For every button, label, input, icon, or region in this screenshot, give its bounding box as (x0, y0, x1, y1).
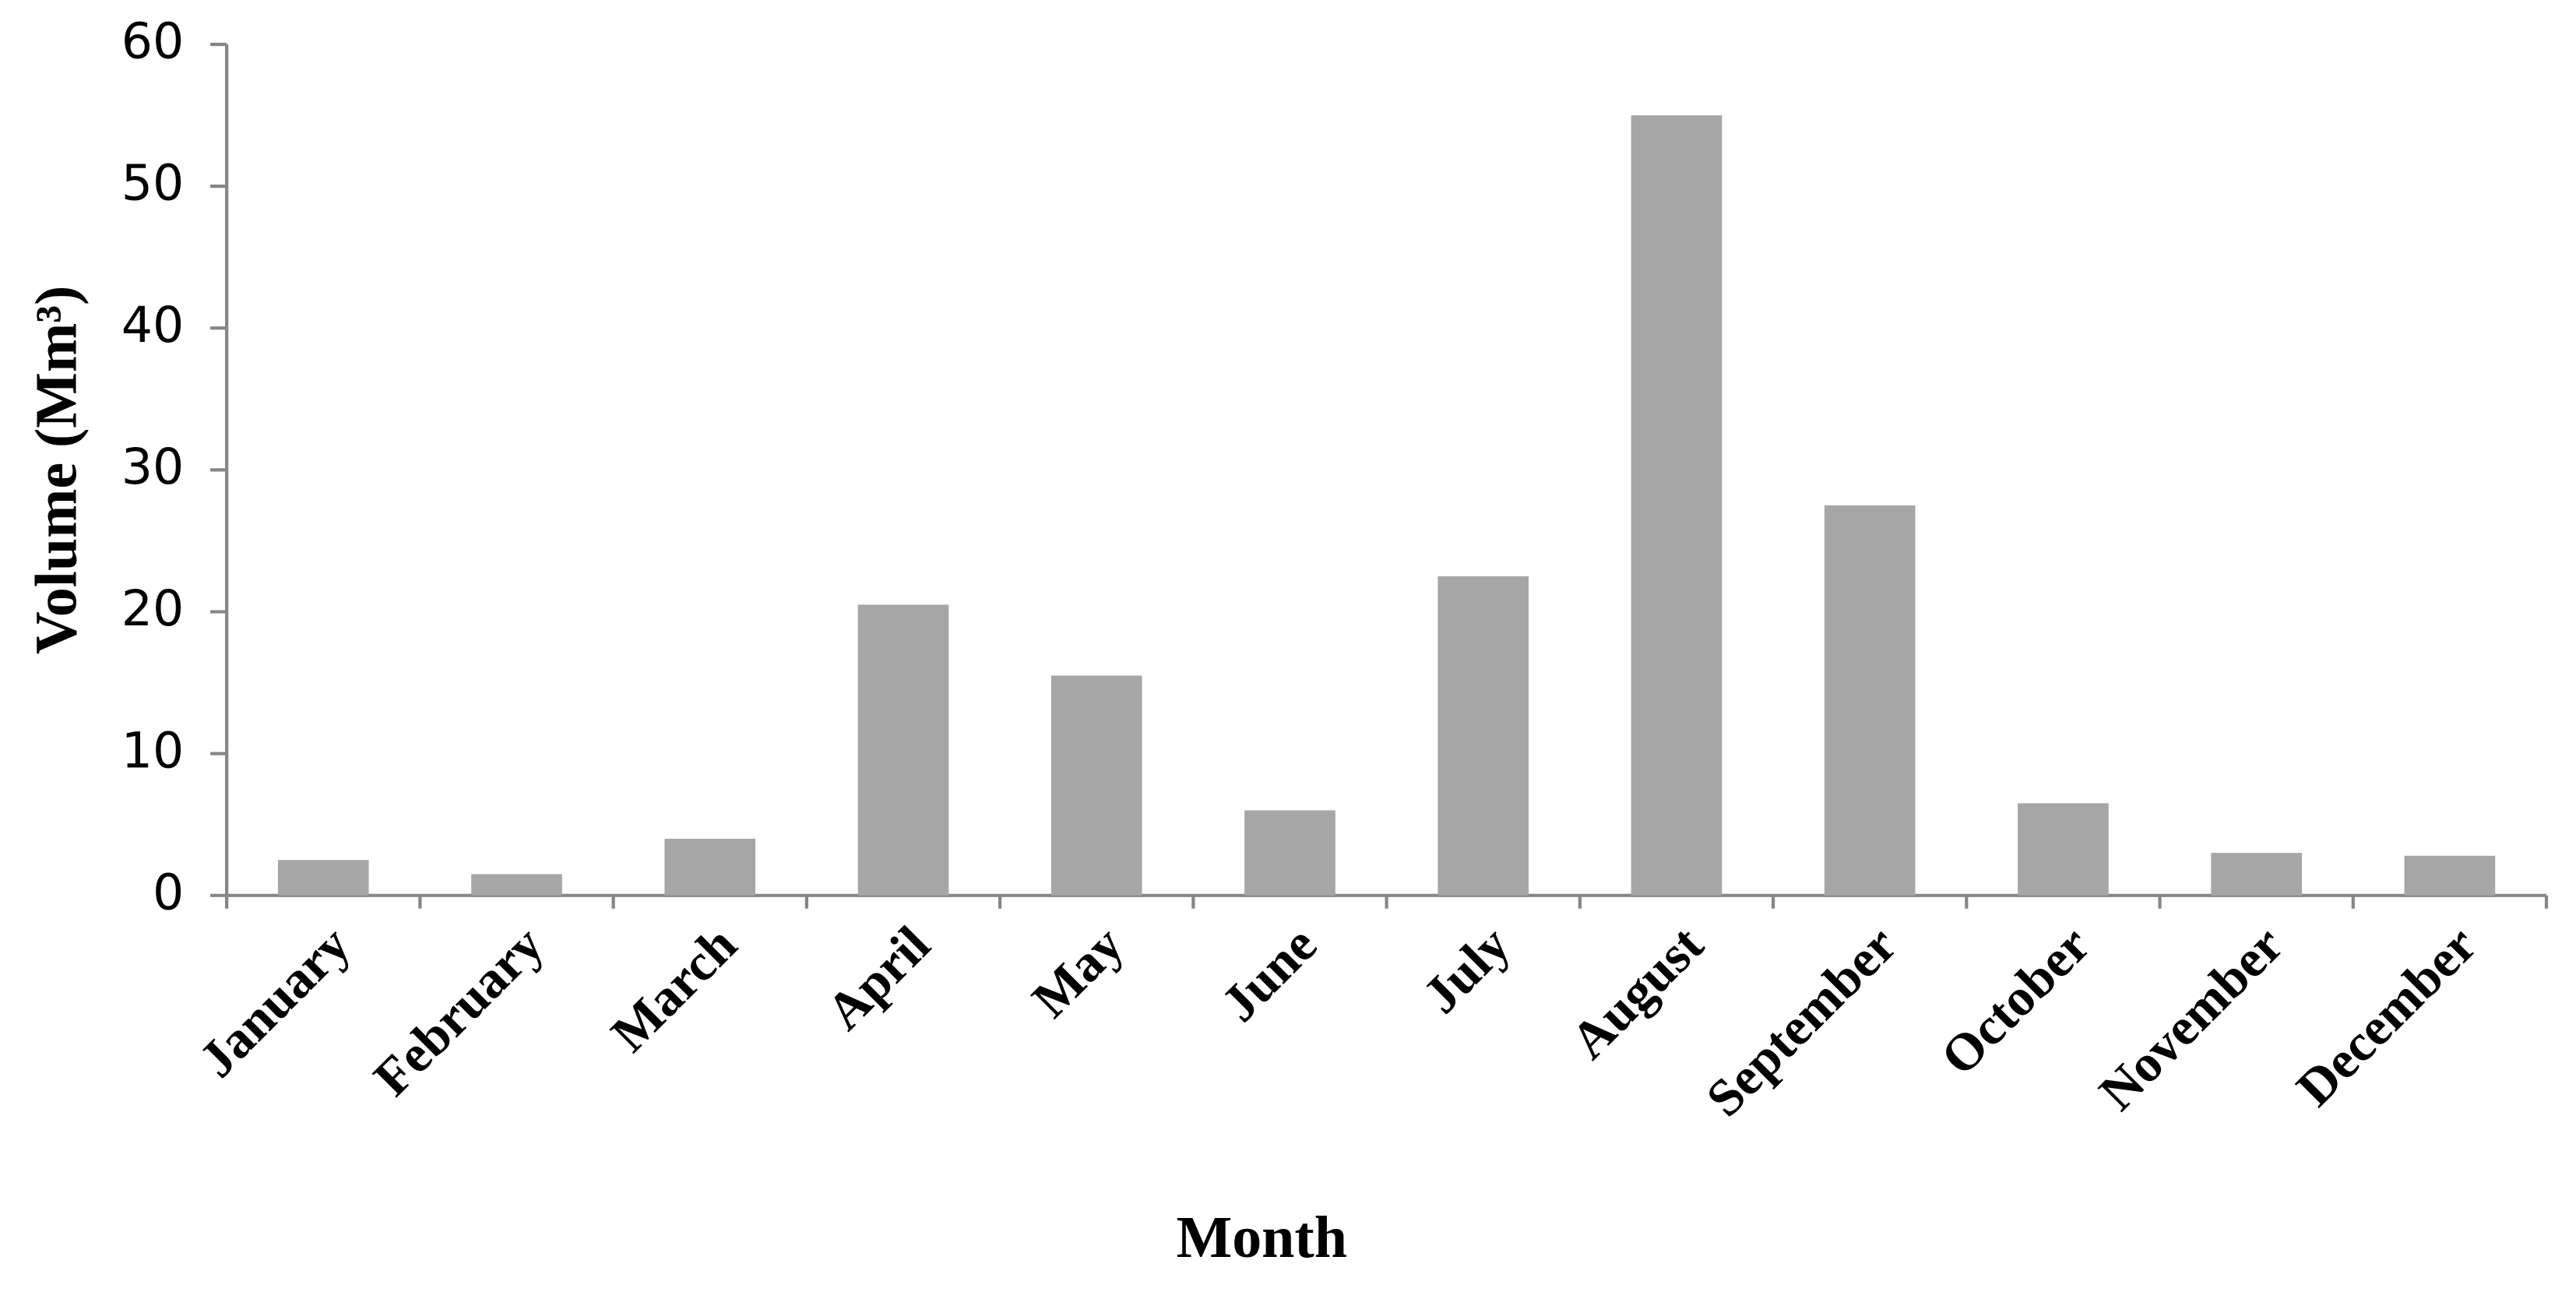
bar (1244, 810, 1336, 896)
y-tick-label: 20 (121, 579, 185, 637)
bar (1631, 115, 1723, 896)
bar (471, 874, 562, 896)
y-tick-label: 0 (153, 863, 184, 921)
bar (2018, 803, 2109, 896)
x-axis-title: Month (1177, 1205, 1347, 1270)
y-tick-label: 40 (121, 296, 185, 354)
bar (2211, 853, 2303, 896)
bar (664, 838, 756, 896)
bar (277, 860, 369, 896)
bar (1438, 576, 1529, 896)
y-tick-label: 30 (121, 438, 185, 495)
bar (857, 604, 949, 896)
y-tick-label: 60 (121, 12, 185, 70)
bar (1824, 505, 1916, 896)
bar (2404, 855, 2496, 896)
bar (1050, 675, 1142, 896)
y-axis-title: Volume (Mm³) (24, 286, 90, 654)
y-tick-label: 10 (121, 721, 185, 779)
y-tick-label: 50 (121, 154, 185, 212)
